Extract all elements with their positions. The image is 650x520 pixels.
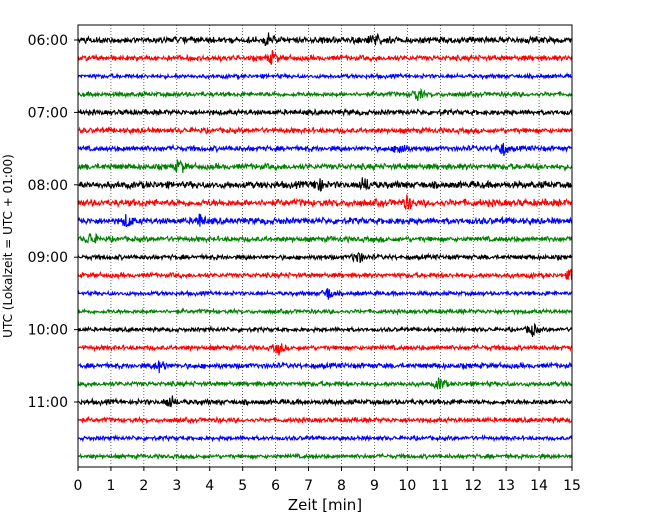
trace-1030 [77,360,573,374]
x-tick-label: 5 [238,478,247,494]
trace-0815 [77,194,573,210]
trace-1045 [77,377,573,390]
seismic-traces [77,32,573,461]
x-tick-label: 1 [106,478,115,494]
trace-1115 [77,415,573,425]
x-tick-label: 7 [304,478,313,494]
trace-0800 [77,177,573,192]
x-tick-label: 10 [398,478,416,494]
trace-0645 [77,87,573,102]
x-tick-label: 14 [530,478,548,494]
y-tick-label: 07:00 [28,105,68,121]
x-axis-label: Zeit [min] [288,496,362,514]
x-tick-label: 0 [74,478,83,494]
trace-0715 [77,126,573,136]
plot-frame [77,24,573,468]
trace-0600 [77,32,573,47]
x-tick-label: 8 [337,478,346,494]
trace-0630 [77,72,573,81]
trace-0730 [77,142,573,157]
y-axis-ticks: 06:00 07:00 08:00 09:00 10:00 11:00 [28,33,78,411]
trace-1000 [77,322,573,338]
y-tick-label: 08:00 [28,178,68,194]
x-tick-label: 15 [563,478,581,494]
y-tick-label: 09:00 [28,250,68,266]
x-tick-label: 13 [497,478,515,494]
x-tick-label: 4 [205,478,214,494]
y-tick-label: 06:00 [28,33,68,49]
trace-0615 [77,50,573,65]
trace-1130 [77,433,573,443]
x-tick-label: 9 [370,478,379,494]
trace-0830 [77,213,573,228]
x-tick-label: 12 [464,478,482,494]
trace-0915 [77,268,573,280]
trace-1015 [77,343,573,356]
y-tick-label: 11:00 [28,395,68,411]
x-tick-label: 6 [271,478,280,494]
y-axis-label: UTC (Lokalzeit = UTC + 01:00) [1,154,15,338]
y-tick-label: 10:00 [28,323,68,339]
trace-0900 [77,251,573,264]
trace-0700 [77,107,573,118]
trace-0845 [77,232,573,245]
x-tick-label: 2 [139,478,148,494]
trace-0930 [77,288,573,300]
x-axis-ticks: 0 1 2 3 4 5 6 7 8 9 10 11 12 13 14 15 [74,467,581,494]
trace-0945 [77,307,573,317]
trace-1100 [77,395,573,408]
trace-1145 [77,452,573,461]
trace-0745 [77,158,573,174]
x-tick-label: 11 [431,478,449,494]
x-tick-label: 3 [172,478,181,494]
